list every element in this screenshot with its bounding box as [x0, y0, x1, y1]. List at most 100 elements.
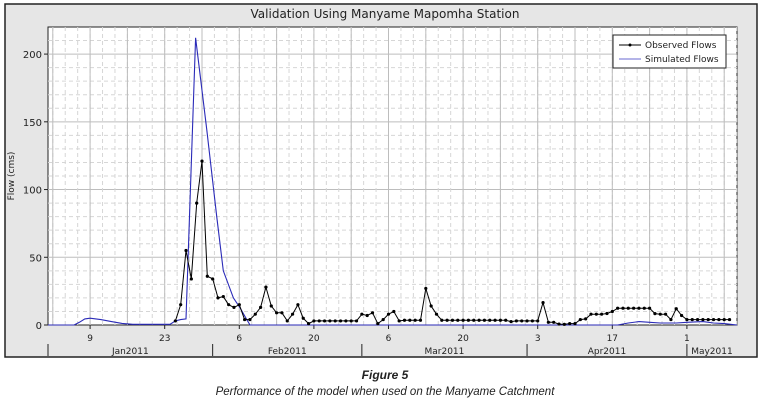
observed-flows-point — [557, 322, 561, 326]
observed-flows-point — [679, 313, 684, 318]
legend-simulated-label: Simulated Flows — [645, 55, 719, 65]
observed-flows-point — [589, 312, 593, 316]
x-tick-label: 6 — [386, 334, 392, 344]
observed-flows-point — [520, 319, 524, 323]
observed-flows-point — [322, 319, 327, 323]
observed-flows-point — [600, 312, 604, 316]
observed-flows-point — [216, 296, 220, 300]
observed-flows-point — [195, 201, 199, 205]
y-tick-label: 100 — [23, 186, 42, 197]
observed-flows-point — [573, 322, 577, 326]
observed-flows-point — [173, 319, 177, 323]
y-tick-label: 0 — [36, 321, 42, 332]
month-label: May2011 — [691, 347, 733, 357]
figure-number: Figure 5 — [361, 368, 409, 382]
legend-box — [612, 34, 727, 69]
series-layer — [48, 37, 738, 326]
observed-flows-point — [248, 317, 252, 322]
observed-flows-point — [578, 317, 582, 322]
observed-flows-point — [434, 312, 439, 316]
observed-flows-point — [498, 318, 503, 322]
observed-flows-point — [493, 318, 497, 322]
observed-flows-point — [690, 317, 694, 322]
observed-flows-point — [706, 317, 710, 322]
y-axis: 0 50 100 150 200 — [23, 50, 48, 332]
chart-title: Validation Using Manyame Mapomha Station — [251, 7, 520, 21]
observed-flows-point — [626, 306, 630, 310]
observed-flows-point — [482, 318, 487, 322]
month-label: Feb2011 — [268, 347, 307, 357]
observed-flows-point — [360, 312, 364, 316]
observed-flows-point — [189, 277, 193, 281]
y-tick-label: 150 — [23, 118, 42, 129]
observed-flows-point — [509, 320, 513, 324]
observed-flows-point — [695, 317, 700, 322]
grid — [48, 27, 738, 325]
y-tick-label: 200 — [23, 50, 42, 61]
observed-flows-point — [466, 318, 471, 322]
observed-flows-point — [594, 312, 598, 316]
observed-flows-point — [312, 319, 316, 323]
observed-flows-point — [605, 311, 609, 316]
observed-flows-point — [669, 317, 673, 322]
observed-flows-point — [653, 312, 657, 316]
observed-flows-point — [243, 317, 247, 322]
observed-flows-point — [386, 312, 391, 316]
observed-flows-point — [637, 306, 641, 310]
x-tick-label: 23 — [159, 334, 170, 344]
observed-flows-point — [232, 305, 236, 309]
observed-flows-point — [184, 248, 188, 253]
observed-flows-point — [317, 319, 321, 323]
observed-flows-point — [504, 318, 508, 322]
x-tick-label: 17 — [607, 334, 618, 344]
observed-flows-point — [227, 303, 231, 307]
observed-flows-point — [264, 285, 268, 289]
observed-flows-point — [525, 319, 529, 323]
observed-flows-point — [259, 305, 263, 309]
x-tick-label: 1 — [684, 334, 690, 344]
observed-flows-point — [456, 318, 460, 322]
observed-flows-point — [562, 322, 566, 326]
x-tick-label: 9 — [87, 334, 93, 344]
observed-flows-point — [568, 322, 572, 326]
month-label: Jan2011 — [111, 347, 149, 357]
observed-flows-point — [306, 322, 311, 326]
observed-flows-point — [536, 319, 540, 323]
legend: Observed Flows Simulated Flows — [612, 34, 727, 69]
observed-flows-point — [663, 312, 668, 316]
observed-flows-point — [642, 306, 646, 310]
observed-flows-point — [621, 306, 625, 310]
observed-flows-point — [370, 311, 375, 315]
observed-flows-point — [610, 309, 614, 314]
month-label: Apr2011 — [588, 347, 626, 357]
observed-flows-point — [392, 309, 396, 314]
x-tick-label: 20 — [308, 334, 320, 344]
observed-flows-point — [200, 159, 204, 163]
observed-flows-point — [397, 319, 401, 323]
observed-flows-point — [344, 319, 348, 323]
simulated-flows-line — [48, 37, 738, 326]
observed-flows-point — [429, 304, 433, 308]
observed-flows-point — [546, 320, 550, 324]
observed-flows-point — [658, 312, 662, 316]
observed-flows-point — [418, 318, 423, 322]
observed-flows-point — [179, 303, 183, 307]
y-axis-label: Flow (cms) — [7, 152, 17, 201]
observed-flows-point — [275, 311, 279, 315]
observed-flows-point — [349, 319, 353, 323]
observed-flows-point — [727, 317, 732, 322]
observed-flows-point — [269, 304, 273, 308]
observed-flows-point — [514, 319, 518, 323]
observed-flows-point — [365, 313, 369, 318]
observed-flows-point — [445, 318, 449, 322]
observed-flows-point — [648, 306, 652, 310]
x-tick-label: 6 — [236, 334, 242, 344]
month-label: Mar2011 — [425, 347, 465, 357]
observed-flows-point — [674, 307, 678, 311]
observed-flows-point — [205, 274, 209, 278]
x-axis: 9 23 6 20 6 20 3 17 1 Jan2011 Feb2011 Mar2011 Apr201… — [47, 325, 733, 357]
observed-flows-point — [701, 317, 705, 322]
observed-flows-point — [381, 317, 385, 322]
observed-flows-point — [477, 318, 481, 322]
